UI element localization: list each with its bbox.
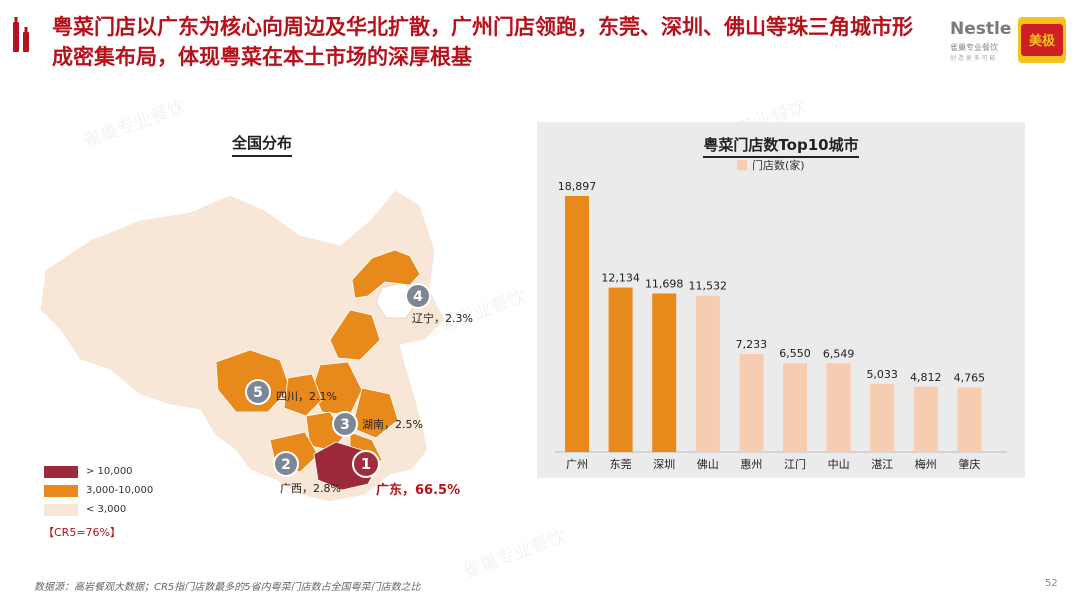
north-region xyxy=(329,309,381,361)
value-label: 11,532 xyxy=(689,280,728,293)
marker-4: 4 xyxy=(405,283,431,309)
svg-text:美极: 美极 xyxy=(1029,33,1056,49)
bar-湛江 xyxy=(870,383,895,452)
bar-梅州 xyxy=(913,386,938,452)
marker-5: 5 xyxy=(245,379,271,405)
bar-佛山 xyxy=(695,295,720,452)
value-label: 7,233 xyxy=(736,338,768,351)
value-label: 6,550 xyxy=(779,347,811,360)
cr5-note: 【CR5=76%】 xyxy=(43,526,121,539)
map-title: 全国分布 xyxy=(232,132,293,157)
page-title: 粤菜门店以广东为核心向周边及华北扩散，广州门店领跑，东莞、深圳、佛山等珠三角城市… xyxy=(52,15,913,69)
category-label: 佛山 xyxy=(697,458,719,471)
legend-swatch-low xyxy=(44,504,78,516)
legend-swatch-mid xyxy=(44,485,78,497)
value-label: 4,812 xyxy=(910,371,942,384)
marker-1: 1 xyxy=(352,450,380,478)
value-label: 11,698 xyxy=(645,277,684,290)
label-guangxi: 广西，2.8% xyxy=(280,482,341,495)
bottle-icon xyxy=(13,17,29,52)
label-hunan: 湖南，2.5% xyxy=(362,418,423,431)
label-sichuan: 四川，2.1% xyxy=(276,390,337,403)
page-number: 52 xyxy=(1045,578,1058,589)
category-label: 广州 xyxy=(566,458,588,471)
chart-legend-label: 门店数(家) xyxy=(752,159,805,172)
value-label: 12,134 xyxy=(601,272,640,285)
svg-text:Nestle: Nestle xyxy=(950,19,1011,39)
bar-chart: 18,897 广州 12,134 东莞 11,698 深圳 11,532 佛山 7,233 惠州 6… xyxy=(555,180,1007,471)
svg-text:4: 4 xyxy=(413,289,423,305)
value-label: 5,033 xyxy=(866,368,898,381)
legend-swatch-high xyxy=(44,466,78,478)
data-source-note: 数据源：高岩餐观大数据；CR5指门店数最多的5省内粤菜门店数占全国粤菜门店数之比 xyxy=(34,582,421,593)
chart-legend-swatch xyxy=(737,160,747,170)
svg-text:创 造 更 多 可 能: 创 造 更 多 可 能 xyxy=(950,54,996,62)
category-label: 深圳 xyxy=(653,458,675,471)
category-label: 惠州 xyxy=(740,457,762,471)
bar-东莞 xyxy=(608,287,633,452)
svg-text:雀巢专业餐饮: 雀巢专业餐饮 xyxy=(950,42,998,52)
category-label: 江门 xyxy=(784,457,806,471)
value-label: 18,897 xyxy=(558,180,597,193)
china-outline xyxy=(39,189,446,503)
label-guangdong: 广东，66.5% xyxy=(376,482,460,498)
value-label: 4,765 xyxy=(954,371,986,384)
bar-中山 xyxy=(826,363,851,452)
watermark: 雀巢专业餐饮 xyxy=(80,96,189,153)
bar-深圳 xyxy=(652,293,677,452)
northeast-region xyxy=(351,249,421,299)
bar-肇庆 xyxy=(957,387,982,452)
svg-text:3: 3 xyxy=(340,417,350,433)
bar-江门 xyxy=(783,363,807,452)
chongqing-region xyxy=(283,373,323,417)
marker-3: 3 xyxy=(332,411,358,437)
legend-label-mid: 3,000-10,000 xyxy=(86,485,154,496)
category-label: 中山 xyxy=(828,458,850,471)
value-label: 6,549 xyxy=(823,347,855,360)
marker-2: 2 xyxy=(273,451,299,477)
china-map: 4 5 3 2 1 辽宁，2.3% 四川，2.1% 湖南，2.5% 广西，2.8… xyxy=(39,189,473,503)
brand-logo: Nestle 雀巢专业餐饮 创 造 更 多 可 能 美极 xyxy=(950,17,1066,63)
legend-label-high: > 10,000 xyxy=(86,466,133,477)
chart-title: 粤菜门店数Top10城市 xyxy=(703,136,859,158)
category-label: 肇庆 xyxy=(958,457,980,471)
category-label: 梅州 xyxy=(915,457,937,471)
bar-广州 xyxy=(565,195,589,452)
svg-text:1: 1 xyxy=(361,455,371,473)
label-liaoning: 辽宁，2.3% xyxy=(412,311,473,325)
svg-text:5: 5 xyxy=(253,385,263,401)
category-label: 东莞 xyxy=(610,458,632,471)
svg-text:2: 2 xyxy=(281,457,291,473)
bar-惠州 xyxy=(739,353,764,452)
category-label: 湛江 xyxy=(871,458,893,471)
legend-label-low: < 3,000 xyxy=(86,504,127,515)
